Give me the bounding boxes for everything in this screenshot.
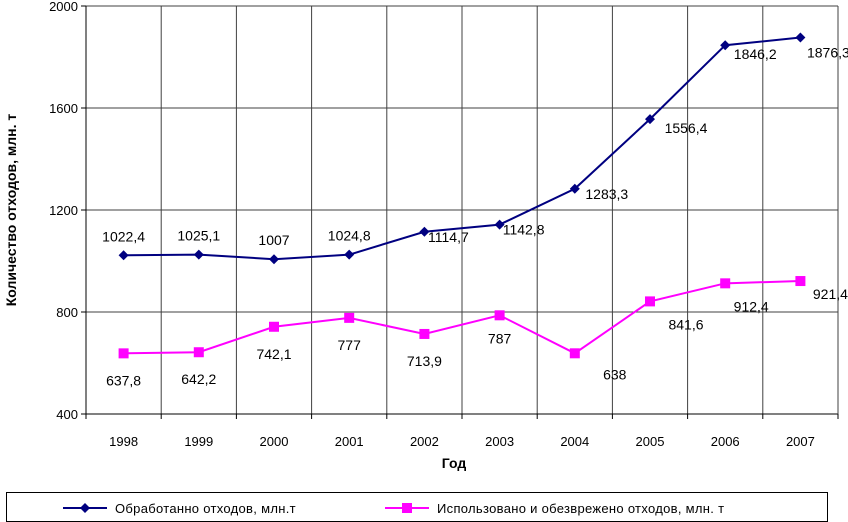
data-point-square <box>720 278 731 289</box>
data-labels: 1022,4 1025,1 1007 1024,8 1114,7 1142,8 1283,3… <box>102 45 848 389</box>
x-tick-label: 2003 <box>485 434 514 449</box>
y-tick-label: 1600 <box>49 101 78 116</box>
data-point-square <box>193 347 204 358</box>
data-label: 841,6 <box>668 316 703 332</box>
data-label: 1283,3 <box>585 186 628 202</box>
data-point-diamond <box>344 249 355 260</box>
series-group <box>118 32 806 359</box>
data-point-diamond <box>193 249 204 260</box>
data-point-diamond <box>569 183 580 194</box>
data-point-diamond <box>118 250 129 261</box>
data-point-diamond <box>419 226 430 237</box>
data-label: 638 <box>603 366 627 382</box>
x-tick-label: 2006 <box>711 434 740 449</box>
y-tick-label: 800 <box>56 305 78 320</box>
data-point-square <box>118 348 129 359</box>
data-point-diamond <box>645 114 655 125</box>
data-point-diamond <box>720 40 731 51</box>
data-label: 1876,3 <box>807 45 848 61</box>
data-point-square <box>494 310 505 321</box>
y-tick-label: 1200 <box>49 203 78 218</box>
data-label: 777 <box>338 337 362 353</box>
data-label: 713,9 <box>407 353 442 369</box>
legend-item-processed: Обработанно отходов, млн.т <box>63 500 296 516</box>
legend: Обработанно отходов, млн.т Использовано … <box>6 492 828 522</box>
data-point-square <box>645 296 655 307</box>
data-label: 912,4 <box>734 298 769 314</box>
series-line-2 <box>123 280 801 355</box>
data-point-diamond <box>494 219 505 230</box>
data-label: 1007 <box>258 232 289 248</box>
y-axis-title: Количество отходов, млн. т <box>3 114 19 307</box>
data-point-square <box>795 276 806 287</box>
data-point-square <box>419 328 430 339</box>
data-label: 1556,4 <box>665 120 708 136</box>
legend-label-processed: Обработанно отходов, млн.т <box>115 500 296 516</box>
data-label: 642,2 <box>181 371 216 387</box>
x-tick-label: 2004 <box>560 434 589 449</box>
x-tick-label: 2001 <box>335 434 364 449</box>
data-label: 787 <box>488 330 512 346</box>
data-label: 921,4 <box>813 286 848 302</box>
data-label: 637,8 <box>106 372 141 388</box>
series-line-1 <box>123 36 801 261</box>
legend-label-used: Использовано и обезврежено отходов, млн.… <box>437 500 725 516</box>
line-chart: 400 800 1200 1600 2000 1998 1999 2000 2001 2002 2… <box>3 0 848 471</box>
data-label: 1846,2 <box>734 46 777 62</box>
legend-item-used: Использовано и обезврежено отходов, млн.… <box>385 500 724 516</box>
y-tick-label: 2000 <box>49 0 78 14</box>
data-point-diamond <box>795 32 806 43</box>
x-tick-label: 1999 <box>184 434 213 449</box>
data-point-square <box>344 312 355 323</box>
data-point-square <box>269 321 279 332</box>
data-point-square <box>569 348 580 359</box>
y-axis-ticks: 400 800 1200 1600 2000 <box>49 0 86 422</box>
x-tick-label: 2007 <box>786 434 815 449</box>
data-label: 742,1 <box>256 346 291 362</box>
data-label: 1022,4 <box>102 228 145 244</box>
data-label: 1114,7 <box>428 229 469 245</box>
legend-line-square-icon <box>385 503 429 513</box>
x-axis-title: Год <box>442 455 467 471</box>
legend-line-diamond-icon <box>63 503 107 513</box>
data-label: 1024,8 <box>328 228 371 244</box>
data-label: 1025,1 <box>177 228 220 244</box>
x-tick-label: 2005 <box>636 434 665 449</box>
x-axis-ticks: 1998 1999 2000 2001 2002 2003 2004 2005 2006 2007 <box>85 414 839 449</box>
y-tick-label: 400 <box>56 407 78 422</box>
data-point-diamond <box>269 254 279 265</box>
x-tick-label: 1998 <box>109 434 138 449</box>
x-tick-label: 2002 <box>410 434 439 449</box>
data-label: 1142,8 <box>503 222 545 238</box>
x-tick-label: 2000 <box>260 434 289 449</box>
